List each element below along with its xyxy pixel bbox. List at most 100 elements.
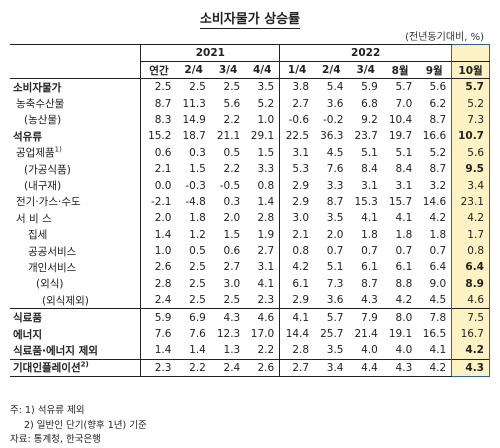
cell-value: 5.6 <box>417 78 452 96</box>
table-row: 농축수산물 8.7 11.3 5.6 5.2 2.7 3.6 6.8 7.0 6.2 5.2 <box>10 95 490 112</box>
cell-value: 1.7 <box>451 226 490 243</box>
cell-value: 3.2 <box>429 179 447 192</box>
col-header-5: 2/4 <box>314 61 349 79</box>
row-label: (가공식품) <box>24 163 71 176</box>
cell-value: 8.3 <box>140 111 177 129</box>
cell-value: 1.0 <box>257 113 275 126</box>
cell-value: 4.3 <box>451 358 490 378</box>
cell-value: 5.3 <box>279 160 315 178</box>
table-row: (농산물) 8.3 14.9 2.2 1.0 -0.6 -0.2 9.2 10.4 8.7 7.3 <box>10 111 490 129</box>
header-blank <box>10 44 141 79</box>
cell-value: 2.5 <box>189 277 206 290</box>
cell-value: 4.2 <box>451 210 490 227</box>
cell-value: 3.5 <box>326 212 344 225</box>
cell-value: 7.5 <box>451 308 490 326</box>
cell-value: 2.6 <box>245 358 280 378</box>
col-header-4: 1/4 <box>279 61 315 79</box>
row-label: 식료품·에너지 제외 <box>13 344 98 357</box>
table-row: 에너지 7.6 7.6 12.3 17.0 14.4 25.7 21.4 19.1 16.5 16.… <box>10 325 490 343</box>
cell-value: 2.4 <box>210 358 246 378</box>
col-header-7: 8월 <box>382 61 418 79</box>
cell-value: 4.2 <box>279 259 315 276</box>
cell-value: 2.7 <box>279 358 315 378</box>
cell-value: 3.6 <box>326 97 344 110</box>
cell-value: 5.2 <box>257 97 275 110</box>
cell-value: 4.1 <box>361 212 378 225</box>
cell-value: 3.5 <box>326 344 344 357</box>
col-header-8: 9월 <box>417 61 452 79</box>
cell-value: 3.1 <box>279 144 315 161</box>
cell-value: 3.6 <box>326 294 344 307</box>
cell-value: 2.2 <box>223 163 241 176</box>
cell-value: -4.8 <box>185 195 206 208</box>
cell-value: 5.9 <box>348 78 383 96</box>
table-body: 소비자물가 2.5 2.5 2.5 3.5 3.8 5.4 5.9 5.7 5.6 5.7 농축수산물… <box>10 78 490 378</box>
cell-value: 8.7 <box>429 163 447 176</box>
cell-value: 1.5 <box>257 146 275 159</box>
header-year-2022-hl <box>451 44 490 62</box>
cell-value: 9.0 <box>429 277 447 290</box>
cell-value: 2.0 <box>140 210 177 227</box>
cell-value: 29.1 <box>250 130 275 143</box>
cell-value: 2.3 <box>140 358 177 378</box>
cell-value: 2.2 <box>176 358 211 378</box>
table-row: 기대인플레이션2) 2.3 2.2 2.4 2.6 2.7 3.4 4.4 4.3 4.2 4.3 <box>10 358 490 378</box>
cell-value: 4.1 <box>429 344 447 357</box>
cell-value: 0.8 <box>257 179 275 192</box>
row-label: (외식) <box>36 278 64 291</box>
cell-value: 23.7 <box>354 130 378 143</box>
cell-value: 4.6 <box>451 292 490 309</box>
cell-value: 16.5 <box>422 328 447 341</box>
cell-value: 22.5 <box>279 128 315 145</box>
cell-value: 21.4 <box>354 328 378 341</box>
cell-value: 11.3 <box>182 97 206 110</box>
row-label: 집세 <box>28 229 48 242</box>
cell-value: 6.4 <box>429 261 447 274</box>
cell-value: 10.7 <box>451 128 490 145</box>
cell-value: 1.8 <box>189 212 206 225</box>
cell-value: 8.4 <box>361 163 378 176</box>
cell-value: 5.2 <box>451 95 490 112</box>
cell-value: 7.6 <box>189 328 206 341</box>
cell-value: 4.3 <box>361 294 378 307</box>
table-row: (가공식품) 2.1 1.5 2.2 3.3 5.3 7.6 8.4 8.4 8.7 9.5 <box>10 160 490 178</box>
cell-value: 6.9 <box>176 308 211 326</box>
header-cols-row: 연간 2/4 3/4 4/4 1/4 2/4 3/4 8월 9월 10월 <box>10 61 490 79</box>
table-row: (내구재) 0.0 -0.3 -0.5 0.8 2.9 3.3 3.1 3.1 3.2 3.4 <box>10 177 490 194</box>
unit-label: (전년동기대비, %) <box>405 32 484 43</box>
cell-value: 2.7 <box>223 261 241 274</box>
cell-value: 3.1 <box>395 179 413 192</box>
table-row: (외식제외) 2.4 2.5 2.5 2.3 2.9 3.6 4.3 4.2 4.5 4.6 <box>10 292 490 309</box>
table-row: 석유류 15.2 18.7 21.1 29.1 22.5 36.3 23.7 19.7 16.6 1… <box>10 128 490 145</box>
cell-value: 4.6 <box>245 308 280 326</box>
cell-value: 6.4 <box>451 259 490 276</box>
cell-value: 7.3 <box>451 111 490 129</box>
cell-value: 0.5 <box>189 245 206 258</box>
cell-value: -0.6 <box>279 111 315 129</box>
table-row: 식료품 5.9 6.9 4.3 4.6 4.1 5.7 7.9 8.0 7.8 7.5 <box>10 308 490 326</box>
table-row: 집세 1.4 1.2 1.5 1.9 2.1 2.0 1.8 1.8 1.8 1.7 <box>10 226 490 243</box>
cell-value: 19.1 <box>388 328 413 341</box>
cell-value: 6.1 <box>395 261 413 274</box>
cell-value: 2.9 <box>279 292 315 309</box>
table-row: 공공서비스 1.0 0.5 0.6 2.7 0.8 0.7 0.7 0.7 0.7 0.8 <box>10 242 490 260</box>
cell-value: 4.2 <box>451 342 490 360</box>
cell-value: 21.1 <box>216 130 241 143</box>
cell-value: 1.4 <box>257 195 275 208</box>
col-header-3: 4/4 <box>245 61 280 79</box>
header-year-2022: 2022 <box>279 44 452 62</box>
cell-value: 4.3 <box>210 308 246 326</box>
cell-value: 23.1 <box>451 193 490 211</box>
cell-value: 0.6 <box>140 144 177 161</box>
col-header-0: 연간 <box>140 61 177 79</box>
cell-value: 1.0 <box>140 242 177 260</box>
cell-value: 4.1 <box>395 212 413 225</box>
cell-value: 15.3 <box>354 195 378 208</box>
row-label: 기대인플레이션2) <box>10 358 141 378</box>
cell-value: 1.9 <box>257 228 275 241</box>
note-2: 2) 일반인 단기(향후 1년) 기준 <box>24 420 147 431</box>
cell-value: 0.6 <box>223 245 241 258</box>
cell-value: 5.6 <box>451 144 490 161</box>
cell-value: 4.2 <box>417 358 452 378</box>
cell-value: 3.0 <box>223 277 241 290</box>
